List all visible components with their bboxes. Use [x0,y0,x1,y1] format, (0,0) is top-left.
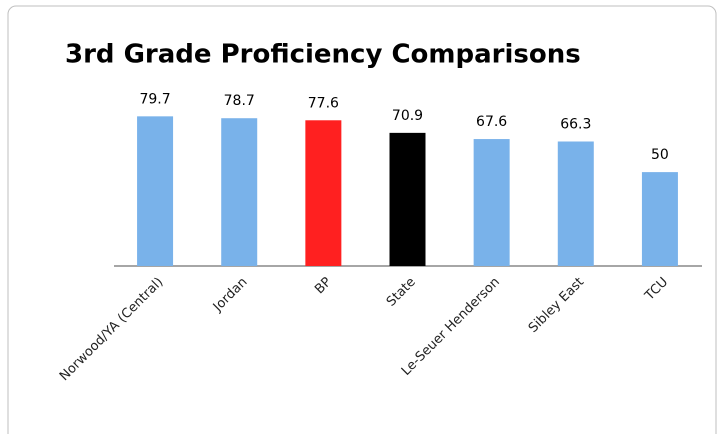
bar [221,118,258,266]
data-label: 50 [651,147,669,163]
data-label: 79.7 [139,91,170,107]
data-label: 77.6 [308,95,339,111]
data-label: 67.6 [476,114,507,130]
data-label: 66.3 [560,117,591,133]
bar [137,116,174,266]
bar [473,139,510,266]
chart-frame [7,5,717,434]
bar [557,141,594,266]
chart-title: 3rd Grade Proficiency Comparisons [65,40,581,70]
bar [389,132,426,266]
data-label: 78.7 [224,93,255,109]
bar [641,172,678,266]
data-label: 70.9 [392,108,423,124]
bar [305,120,342,266]
